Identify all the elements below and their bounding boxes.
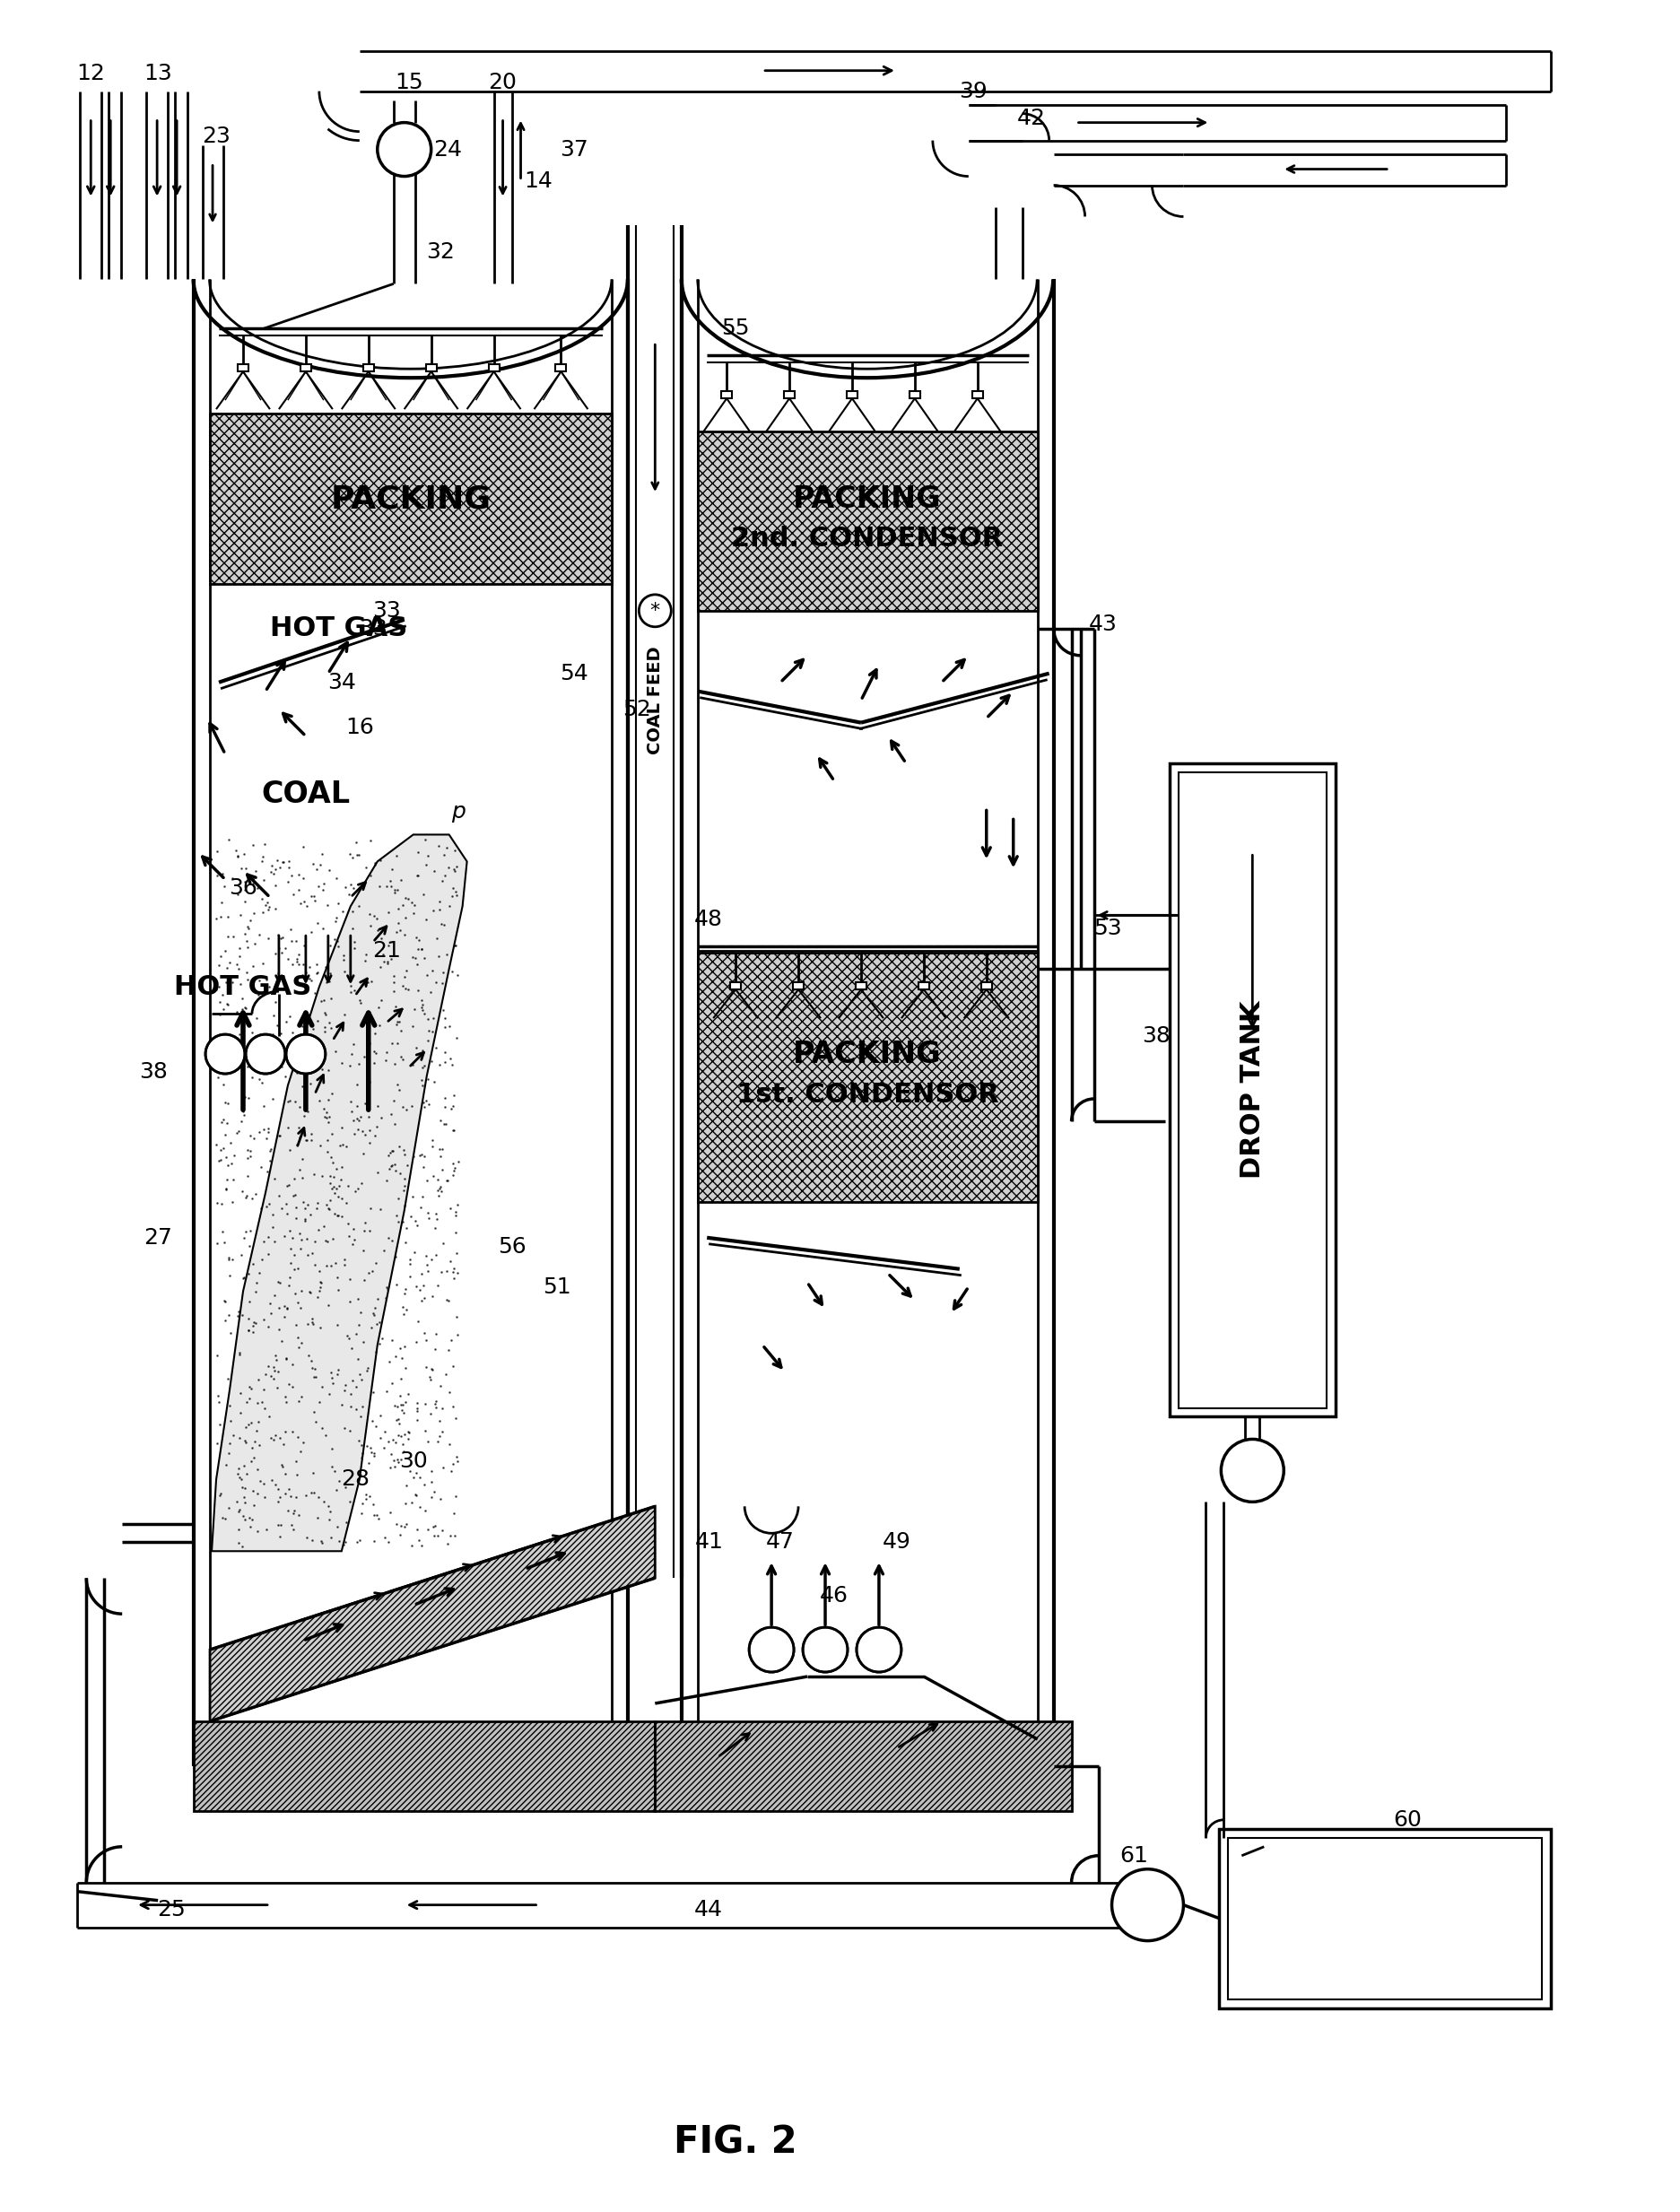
Text: DROP TANK: DROP TANK	[1240, 1000, 1265, 1179]
Bar	[210, 414, 612, 584]
Bar	[793, 982, 803, 989]
Bar	[919, 982, 929, 989]
Bar	[1169, 763, 1336, 1418]
Circle shape	[245, 1035, 286, 1073]
Bar	[193, 1721, 655, 1812]
Text: 1st. CONDENSOR: 1st. CONDENSOR	[736, 1082, 998, 1108]
Text: 12: 12	[77, 62, 106, 84]
Text: 54: 54	[559, 664, 588, 684]
Text: 37: 37	[559, 139, 588, 159]
Circle shape	[749, 1628, 795, 1672]
Circle shape	[1221, 1440, 1284, 1502]
Text: 33: 33	[373, 599, 400, 622]
Text: 28: 28	[341, 1469, 370, 1491]
Circle shape	[638, 595, 672, 626]
Text: COAL: COAL	[262, 779, 349, 810]
Text: PACKING: PACKING	[793, 1040, 941, 1068]
Bar	[489, 365, 499, 372]
Text: 61: 61	[1121, 1845, 1149, 1867]
Bar	[1179, 772, 1327, 1407]
Text: 39: 39	[959, 80, 988, 102]
Polygon shape	[210, 414, 612, 584]
Text: 33: 33	[360, 617, 386, 639]
Text: p: p	[450, 801, 465, 823]
Bar	[301, 365, 311, 372]
Text: PACKING: PACKING	[793, 484, 941, 513]
Circle shape	[205, 1035, 245, 1073]
Polygon shape	[699, 431, 1038, 611]
Text: 32: 32	[425, 241, 454, 263]
Text: 21: 21	[371, 940, 400, 962]
Polygon shape	[212, 834, 467, 1551]
Text: 27: 27	[144, 1228, 173, 1248]
Text: 38: 38	[139, 1062, 168, 1082]
Text: PACKING: PACKING	[331, 484, 491, 513]
Text: 47: 47	[766, 1531, 795, 1553]
Circle shape	[378, 122, 432, 177]
Bar	[1220, 1829, 1551, 2008]
Bar	[699, 431, 1038, 611]
Circle shape	[803, 1628, 848, 1672]
Text: 55: 55	[721, 319, 749, 338]
Text: 51: 51	[543, 1276, 571, 1298]
Text: 42: 42	[1016, 108, 1045, 128]
Bar	[556, 365, 566, 372]
Bar	[1228, 1838, 1542, 2000]
Text: 43: 43	[1089, 613, 1117, 635]
Text: 49: 49	[882, 1531, 911, 1553]
Text: 16: 16	[344, 717, 373, 739]
Bar	[973, 392, 983, 398]
Text: *: *	[650, 602, 660, 619]
Text: 25: 25	[158, 1898, 186, 1920]
Text: 13: 13	[144, 62, 173, 84]
Circle shape	[286, 1035, 326, 1073]
Text: 41: 41	[694, 1531, 722, 1553]
Text: FIG. 2: FIG. 2	[674, 2124, 798, 2161]
Text: 34: 34	[328, 672, 356, 692]
Bar	[721, 392, 732, 398]
Text: 14: 14	[524, 170, 553, 192]
Bar	[847, 392, 857, 398]
Text: 20: 20	[489, 71, 517, 93]
Text: 46: 46	[820, 1586, 848, 1606]
Polygon shape	[210, 1506, 655, 1721]
Text: 15: 15	[395, 71, 423, 93]
Circle shape	[1112, 1869, 1183, 1940]
Bar	[855, 982, 867, 989]
Bar	[909, 392, 921, 398]
Bar	[425, 365, 437, 372]
Bar	[731, 982, 741, 989]
Bar	[981, 982, 991, 989]
Text: 38: 38	[1142, 1026, 1171, 1046]
Bar	[785, 392, 795, 398]
Text: 36: 36	[228, 878, 257, 898]
Text: 30: 30	[398, 1451, 427, 1473]
Text: HOT GAS: HOT GAS	[270, 615, 408, 641]
Text: 24: 24	[433, 139, 462, 159]
Text: 2nd. CONDENSOR: 2nd. CONDENSOR	[731, 526, 1003, 553]
Text: 60: 60	[1393, 1809, 1421, 1832]
Text: 53: 53	[1094, 918, 1122, 940]
Text: 23: 23	[202, 126, 230, 146]
Text: HOT GAS: HOT GAS	[175, 973, 312, 1000]
Text: 44: 44	[694, 1898, 722, 1920]
Circle shape	[857, 1628, 902, 1672]
Bar	[655, 1721, 1072, 1812]
Bar	[699, 951, 1038, 1201]
Bar	[237, 365, 249, 372]
Text: 56: 56	[497, 1237, 526, 1256]
Polygon shape	[699, 951, 1038, 1201]
Bar	[363, 365, 375, 372]
Text: COAL FEED: COAL FEED	[647, 646, 664, 754]
Text: 52: 52	[623, 699, 652, 719]
Text: 48: 48	[694, 909, 722, 931]
